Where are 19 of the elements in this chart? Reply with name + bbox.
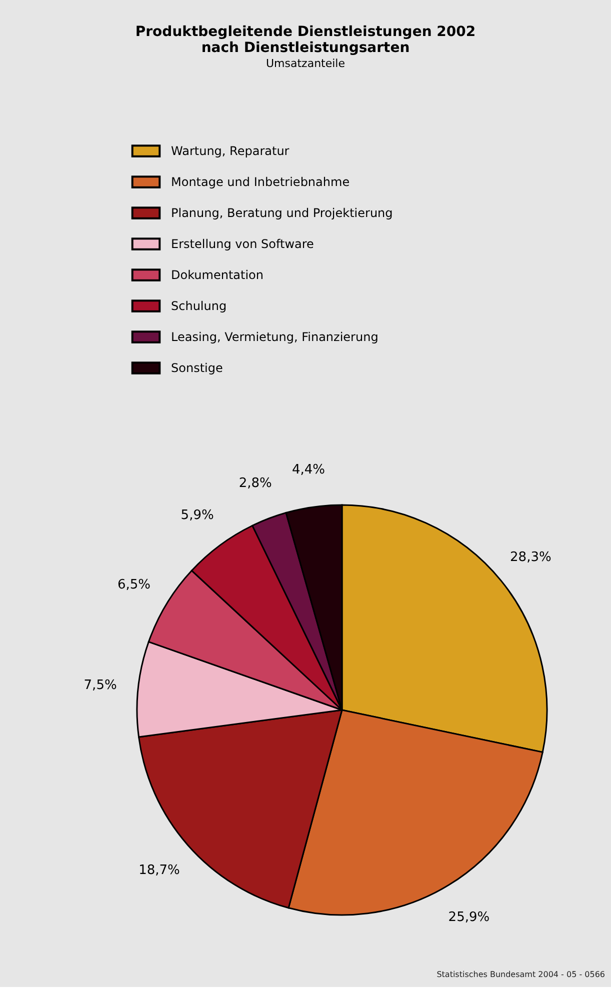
data-label: 25,9%	[448, 910, 490, 926]
data-label: 2,8%	[238, 476, 272, 491]
data-label: 6,5%	[118, 577, 151, 592]
legend-label: Wartung, Reparatur	[171, 144, 290, 158]
legend-label: Schulung	[171, 299, 227, 313]
data-label: 18,7%	[138, 863, 180, 878]
data-label: 28,3%	[510, 550, 552, 565]
legend-label: Dokumentation	[171, 268, 264, 282]
legend-label: Sonstige	[171, 361, 223, 375]
legend-label: Erstellung von Software	[171, 237, 314, 251]
data-label: 4,4%	[292, 462, 326, 478]
data-label: 5,9%	[180, 508, 214, 523]
legend-label: Planung, Beratung und Projektierung	[171, 206, 393, 220]
legend-label: Montage und Inbetriebnahme	[171, 175, 350, 189]
data-label: 7,5%	[84, 678, 117, 693]
legend-label: Leasing, Vermietung, Finanzierung	[171, 330, 378, 344]
text: Statistisches Bundesamt 2004 - 05 - 0566	[436, 970, 605, 979]
chart-subtitle: Umsatzanteile	[266, 57, 346, 70]
chart-title: Produktbegleitende Dienstleistungen 2002 nach Dienstleistungsarten	[135, 24, 476, 56]
